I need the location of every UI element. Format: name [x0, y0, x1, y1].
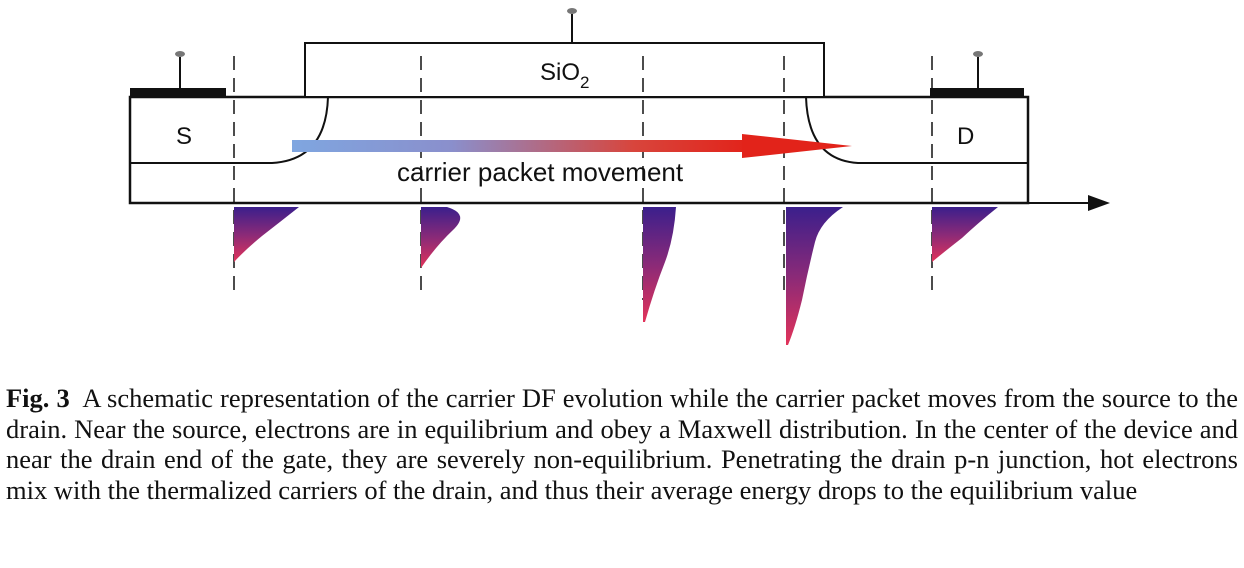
- carrier-arrow-head: [742, 134, 852, 158]
- source-label: S: [176, 123, 192, 150]
- source-terminal-tip: [175, 51, 185, 57]
- gate-terminal-tip: [567, 8, 577, 14]
- caption-text: A schematic representation of the carrie…: [6, 383, 1238, 505]
- drain-region: [805, 96, 1029, 164]
- source-contact: [130, 88, 226, 96]
- df-drain-gate-edge: [786, 207, 843, 345]
- figure-label: Fig. 3: [6, 383, 70, 413]
- df-channel-start: [421, 207, 461, 268]
- oxide-label: SiO2: [540, 59, 589, 92]
- arrow-label: carrier packet movement: [397, 157, 684, 187]
- mosfet-carrier-df-diagram: SiO2 S D carrier packet movement: [128, 8, 1110, 345]
- figure-caption: Fig. 3 A schematic representation of the…: [6, 383, 1238, 505]
- drain-label: D: [957, 123, 974, 150]
- df-source: [234, 207, 299, 262]
- carrier-arrow-shaft: [292, 140, 748, 152]
- drain-terminal-tip: [973, 51, 983, 57]
- source-region: [129, 96, 329, 164]
- x-axis-arrowhead: [1088, 195, 1110, 211]
- df-channel-center: [643, 207, 676, 322]
- drain-contact: [930, 88, 1024, 96]
- df-drain: [932, 207, 998, 262]
- gate-oxide: [304, 42, 825, 98]
